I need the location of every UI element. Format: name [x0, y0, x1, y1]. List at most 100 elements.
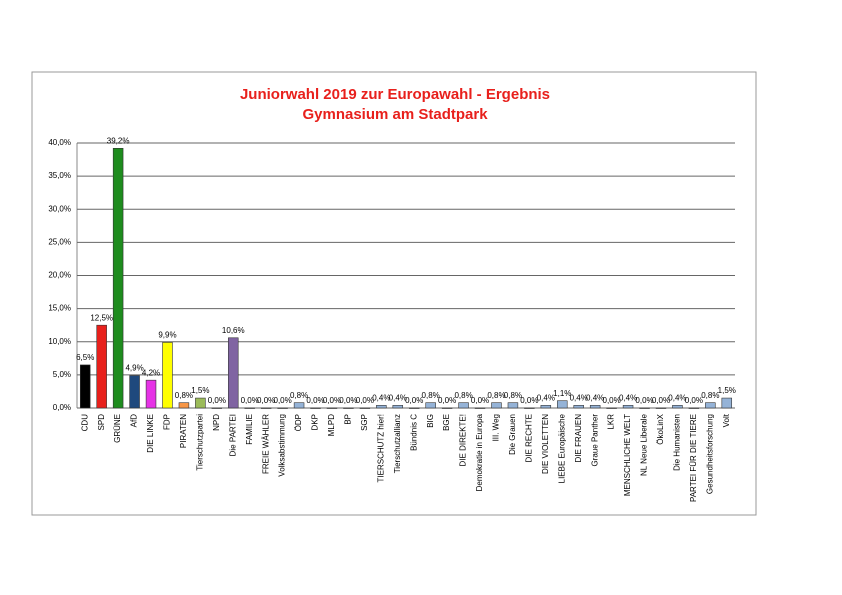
bar [293, 402, 305, 409]
data-label: 0,0% [339, 396, 357, 405]
x-tick-label: DKP [311, 414, 320, 430]
x-tick-label: LIEBE Europäische [557, 413, 566, 483]
data-label: 12,5% [90, 313, 113, 322]
bar [573, 405, 584, 409]
data-label: 39,2% [107, 136, 130, 145]
data-label: 0,0% [520, 396, 538, 405]
data-label: 0,0% [356, 396, 374, 405]
data-label: 0,0% [438, 396, 456, 405]
y-tick-label: 25,0% [48, 237, 71, 246]
bar [145, 379, 157, 409]
bar [408, 407, 420, 409]
data-label: 0,0% [274, 396, 292, 405]
y-tick-label: 10,0% [48, 337, 71, 346]
bar [326, 407, 338, 409]
data-label: 0,8% [422, 391, 440, 400]
data-label: 0,0% [323, 396, 341, 405]
bar [524, 407, 535, 409]
x-tick-label: Demokratie in Europa [475, 413, 484, 491]
bar [79, 364, 91, 409]
data-label: 0,4% [389, 393, 407, 402]
chart-subtitle: Gymnasium am Stadtpark [302, 106, 488, 123]
x-tick-label: Volt [722, 413, 731, 427]
x-tick-label: III. Weg [492, 414, 501, 441]
x-tick-label: DIE LINKE [146, 414, 155, 453]
data-label: 0,8% [175, 391, 193, 400]
data-label: 6,5% [76, 353, 94, 362]
bar [639, 407, 650, 409]
data-label: 0,0% [306, 396, 324, 405]
data-label: 0,0% [241, 396, 259, 405]
bar [441, 407, 453, 409]
data-label: 0,0% [257, 396, 275, 405]
bar [260, 407, 272, 409]
data-label: 0,0% [652, 396, 670, 405]
x-tick-label: DIE FRAUEN [574, 414, 583, 463]
data-label: 0,0% [685, 396, 703, 405]
bar [359, 407, 371, 409]
x-tick-label: CDU [80, 414, 89, 432]
x-tick-label: TIERSCHUTZ hier! [376, 414, 385, 482]
bar [244, 407, 255, 409]
x-tick-label: Graue Panther [590, 414, 599, 467]
bar [211, 407, 223, 409]
y-tick-label: 35,0% [48, 171, 71, 180]
y-tick-label: 20,0% [48, 271, 71, 280]
y-tick-label: 40,0% [48, 138, 71, 147]
data-label: 0,8% [454, 391, 472, 400]
bar [277, 407, 288, 409]
y-tick-label: 30,0% [48, 204, 71, 213]
x-tick-label: LKR [607, 414, 616, 430]
data-label: 0,0% [635, 396, 653, 405]
bar [129, 375, 140, 409]
data-label: 4,9% [125, 364, 143, 373]
x-tick-label: MENSCHLICHE WELT [623, 414, 632, 496]
x-tick-label: DIE DIREKTE! [459, 414, 468, 466]
bar [474, 407, 486, 409]
data-label: 0,4% [619, 393, 637, 402]
bar [178, 402, 190, 409]
bar [310, 407, 321, 409]
x-tick-label: NL Neue Liberale [640, 413, 649, 476]
x-tick-label: ÖDP [294, 414, 303, 431]
x-tick-label: FDP [163, 414, 172, 430]
bar [162, 342, 173, 409]
x-tick-label: BP [344, 414, 353, 425]
data-label: 0,8% [487, 391, 505, 400]
bar [343, 407, 354, 409]
bar [112, 148, 124, 409]
x-tick-label: Tierschutzallianz [393, 414, 402, 473]
bar [491, 402, 502, 409]
x-tick-label: PARTEI FÜR DIE TIERE [689, 414, 698, 502]
data-label: 0,4% [586, 393, 604, 402]
bar [655, 407, 667, 409]
x-tick-label: SGP [360, 414, 369, 431]
x-tick-label: BIG [426, 414, 435, 428]
bar [557, 400, 568, 409]
data-label: 0,0% [471, 396, 489, 405]
bar [589, 405, 601, 409]
bar [721, 397, 733, 409]
bar [672, 405, 683, 409]
x-tick-label: FREIE WÄHLER [261, 414, 270, 474]
data-label: 4,2% [142, 368, 160, 377]
chart-frame [31, 71, 757, 516]
bar [688, 407, 700, 409]
data-label: 1,1% [553, 389, 571, 398]
x-tick-label: PIRATEN [179, 414, 188, 448]
x-tick-label: Die Grauen [508, 414, 517, 455]
bar [705, 402, 716, 409]
bar [425, 402, 436, 409]
data-label: 0,0% [603, 396, 621, 405]
bar [96, 324, 107, 409]
y-tick-label: 15,0% [48, 304, 71, 313]
data-label: 0,4% [372, 393, 390, 402]
bar [458, 402, 469, 409]
x-tick-label: NPD [212, 414, 221, 431]
bar [606, 407, 617, 409]
y-tick-label: 0,0% [53, 403, 71, 412]
data-label: 0,8% [701, 391, 719, 400]
x-tick-label: GRÜNE [113, 414, 122, 443]
